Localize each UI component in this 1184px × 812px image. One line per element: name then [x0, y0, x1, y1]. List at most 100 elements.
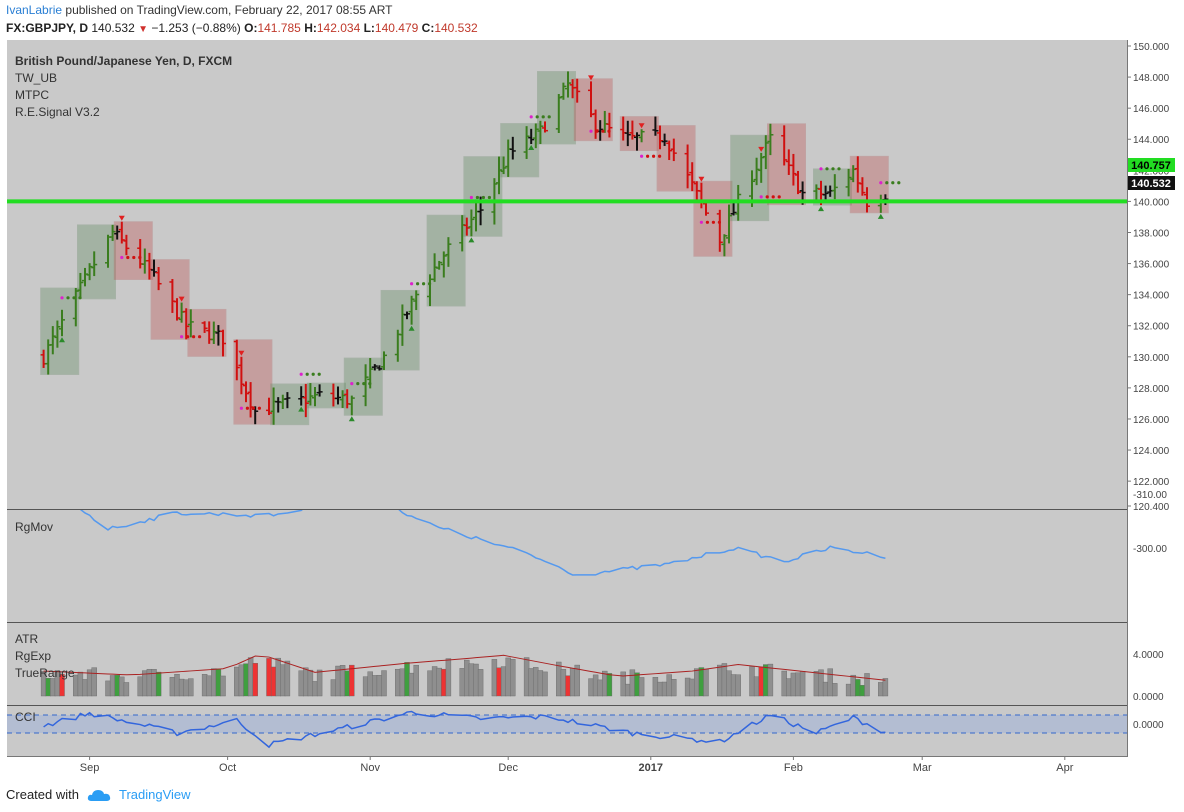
- truerange-bar: [376, 674, 383, 697]
- truerange-bar: [367, 671, 373, 697]
- truerange-bar: [730, 674, 737, 697]
- ohlc-bar: [629, 120, 636, 140]
- truerange-bar: [749, 666, 755, 697]
- cci-line: [43, 710, 886, 749]
- legend-indicator-3: R.E.Signal V3.2: [15, 105, 100, 119]
- signal-down-arrow: [238, 350, 245, 356]
- truerange-bar: [767, 663, 774, 697]
- signal-dot: [305, 372, 309, 376]
- rgmov-line: [79, 510, 886, 576]
- ohlc-bar: [183, 308, 190, 340]
- truerange-bar: [597, 679, 603, 697]
- truerange-bar: [436, 667, 442, 697]
- signal-dot: [711, 220, 716, 224]
- signal-dot: [831, 167, 835, 171]
- close-value: 140.532: [434, 21, 478, 35]
- ohlc-bar: [638, 129, 645, 143]
- signal-down-arrow: [758, 146, 765, 152]
- truerange-bar: [316, 669, 323, 697]
- author-link[interactable]: IvanLabrie: [6, 3, 63, 17]
- ohlc-bar: [657, 125, 663, 150]
- truerange-bar: [178, 678, 185, 697]
- truerange-bar: [569, 668, 576, 697]
- price-tick-label: 134.000: [1133, 291, 1170, 302]
- ohlc-bar: [716, 209, 723, 252]
- created-with-text: Created with: [6, 787, 79, 802]
- swing-box: [306, 382, 346, 409]
- truerange-bar: [114, 674, 120, 697]
- ohlc-bar: [404, 311, 410, 320]
- truerange-bar: [855, 679, 861, 697]
- truerange-bar: [882, 678, 889, 697]
- price-tick-label: 122.000: [1133, 477, 1170, 488]
- truerange-bar: [698, 667, 705, 697]
- price-tick-label: 120.400: [1133, 502, 1170, 513]
- truerange-bar: [832, 683, 838, 697]
- swing-box: [343, 357, 383, 416]
- truerange-bar: [629, 669, 636, 697]
- truerange-bar: [220, 675, 226, 697]
- swing-box: [113, 221, 153, 280]
- signal-dot: [897, 181, 901, 185]
- price-tag-last-text: 140.532: [1131, 178, 1171, 190]
- ohlc-bar: [243, 381, 249, 403]
- signal-dot: [311, 372, 315, 376]
- truerange-bar: [684, 677, 691, 697]
- ohlc-bar: [335, 386, 341, 405]
- price-tag-high-text: 140.757: [1131, 160, 1171, 172]
- time-tick-label: Oct: [219, 762, 236, 774]
- truerange-bar: [822, 681, 829, 697]
- low-label: L:: [363, 21, 375, 35]
- truerange-bar: [574, 664, 580, 697]
- truerange-bar: [431, 666, 438, 697]
- low-value: 140.479: [374, 21, 419, 35]
- signal-dot: [192, 335, 196, 339]
- truerange-bar: [270, 666, 277, 697]
- truerange-bar: [859, 685, 866, 697]
- truerange-label: TrueRange: [15, 666, 75, 680]
- truerange-bar: [753, 676, 760, 697]
- truerange-bar: [496, 667, 502, 697]
- rgmov-label: RgMov: [15, 520, 53, 534]
- truerange-bar: [786, 678, 792, 697]
- ohlc-bar: [565, 71, 571, 98]
- truerange-bar: [399, 668, 406, 697]
- ohlc-bar: [859, 177, 866, 196]
- swing-box: [40, 287, 80, 375]
- truerange-bar: [372, 675, 378, 697]
- signal-down-arrow: [178, 296, 185, 302]
- truerange-bar: [234, 666, 240, 697]
- signal-dot: [487, 195, 491, 200]
- atr-label: ATR: [15, 632, 38, 646]
- ohlc-bar: [445, 237, 452, 267]
- truerange-bar: [556, 661, 562, 697]
- time-tick-label: Sep: [80, 762, 100, 774]
- ohlc-bar: [77, 272, 84, 299]
- swing-box: [656, 125, 696, 192]
- ohlc-bar: [795, 170, 801, 195]
- signal-dot: [251, 406, 255, 410]
- swing-box: [537, 71, 577, 145]
- truerange-bar: [206, 675, 212, 697]
- price-tick-label: 132.000: [1133, 322, 1170, 333]
- truerange-bar: [542, 671, 548, 697]
- signal-dot: [78, 296, 82, 300]
- ohlc-bar: [634, 132, 640, 151]
- swing-box: [270, 383, 310, 426]
- ohlc-bar: [574, 78, 581, 103]
- ohlc-bar: [666, 140, 673, 161]
- ohlc-bar: [684, 144, 691, 189]
- swing-box: [187, 308, 227, 357]
- truerange-bar: [661, 681, 668, 697]
- ohlc-bar: [831, 174, 838, 200]
- truerange-bar: [413, 664, 419, 697]
- truerange-bar: [266, 658, 272, 697]
- truerange-bar: [298, 670, 304, 697]
- ohlc-bar: [302, 383, 309, 418]
- signal-dot: [646, 154, 650, 158]
- signal-dot: [350, 382, 354, 386]
- truerange-bar: [77, 671, 84, 697]
- tradingview-link[interactable]: TradingView: [118, 787, 191, 802]
- ohlc-bar: [201, 321, 208, 333]
